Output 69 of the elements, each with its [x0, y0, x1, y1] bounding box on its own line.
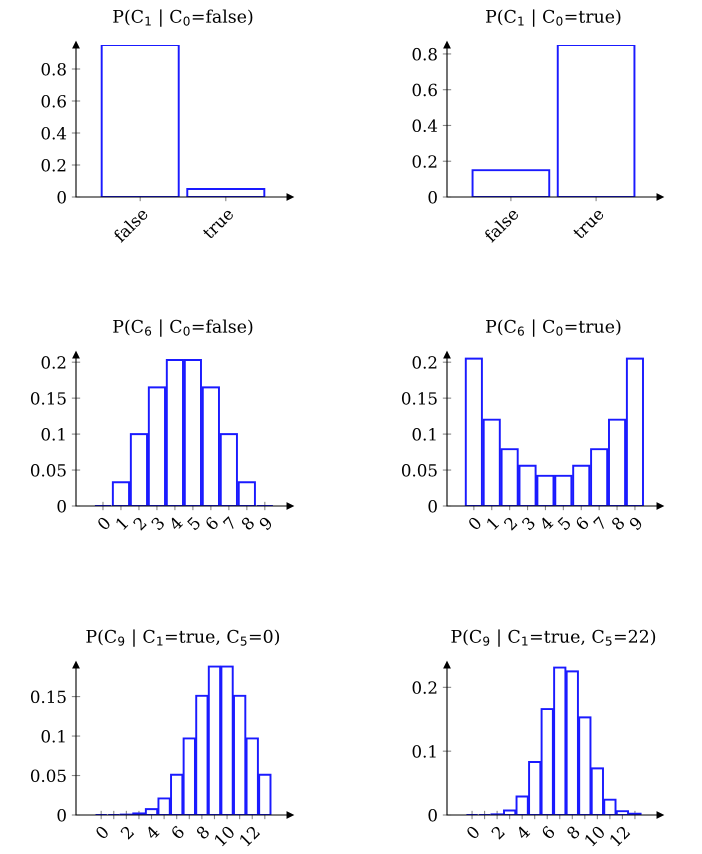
- y-tick-label: 0.2: [412, 356, 436, 369]
- x-tick-label: 12: [609, 825, 630, 847]
- y-tick-label: 0: [57, 808, 66, 822]
- x-tick-label: 2: [503, 516, 518, 531]
- y-tick-label: 0.15: [402, 392, 437, 405]
- x-tick-label: 9: [628, 516, 644, 531]
- x-tick-label: 4: [538, 516, 554, 532]
- x-tick-label: 4: [515, 824, 531, 840]
- x-tick-label: 6: [574, 516, 590, 531]
- x-tick-label: 6: [204, 516, 220, 531]
- x-tick-label: 8: [566, 825, 581, 840]
- x-tick-label: 7: [593, 516, 608, 530]
- y-tick-label: 0.05: [402, 464, 437, 477]
- y-tick-label: 0.15: [30, 392, 66, 405]
- x-tick-label: 3: [521, 516, 536, 531]
- x-tick-label: 10: [214, 825, 236, 847]
- x-tick-label: 3: [150, 516, 166, 531]
- y-tick-label: 0: [428, 808, 437, 822]
- y-tick-label: 0.2: [42, 356, 66, 369]
- x-tick-label: 8: [240, 516, 256, 531]
- y-tick-label: 0.2: [412, 681, 436, 694]
- y-tick-label: 0.2: [42, 158, 66, 172]
- y-tick-label: 0.4: [42, 126, 66, 140]
- x-tick-label: 8: [610, 516, 626, 531]
- x-tick-label: 2: [120, 825, 134, 840]
- y-tick-label: 0: [57, 190, 66, 204]
- x-tick-label: 5: [557, 516, 572, 531]
- x-tick-label: 9: [258, 516, 274, 531]
- y-tick-label: 0.8: [412, 48, 437, 61]
- x-tick-label: 1: [486, 516, 500, 530]
- x-tick-label: 0: [94, 825, 110, 840]
- y-tick-label: 0: [428, 500, 437, 513]
- x-tick-label: 0: [466, 825, 480, 840]
- x-tick-label: 1: [115, 516, 128, 530]
- x-tick-label: 5: [186, 516, 202, 531]
- x-tick-label: 0: [467, 516, 482, 531]
- y-tick-label: 0.6: [42, 94, 66, 108]
- x-tick-label: 8: [195, 825, 210, 840]
- chart-title: P(C$_{9}$ | C$_{1}$=true, C$_{5}$=0): [86, 629, 280, 647]
- y-tick-label: 0.1: [412, 428, 436, 441]
- y-tick-label: 0.1: [412, 745, 436, 758]
- y-tick-label: 0: [428, 190, 437, 204]
- y-tick-label: 0.05: [30, 464, 66, 477]
- x-tick-label: 2: [490, 825, 505, 840]
- y-tick-label: 0: [57, 500, 66, 513]
- chart-title: P(C$_{1}$ | C$_{0}$=true): [486, 9, 620, 27]
- y-tick-label: 0.1: [42, 730, 65, 743]
- chart-title: P(C$_{1}$ | C$_{0}$=false): [113, 9, 252, 27]
- x-tick-label: 2: [132, 516, 147, 531]
- x-tick-label: 6: [540, 824, 556, 840]
- x-tick-label: 4: [168, 516, 184, 532]
- x-tick-label: 10: [584, 825, 606, 847]
- y-tick-label: 0.15: [30, 690, 66, 704]
- chart-title: P(C$_{6}$ | C$_{0}$=false): [113, 319, 252, 337]
- y-tick-label: 0.6: [412, 84, 437, 96]
- chart-title: P(C$_{9}$ | C$_{1}$=true, C$_{5}$=22): [451, 629, 656, 647]
- chart-title: P(C$_{6}$ | C$_{0}$=true): [486, 319, 620, 337]
- x-tick-label: 7: [222, 516, 237, 530]
- x-tick-label: true: [572, 208, 605, 240]
- y-tick-label: 0.4: [412, 119, 438, 132]
- x-tick-label: 12: [238, 825, 260, 847]
- y-tick-label: 0.8: [42, 62, 66, 76]
- x-tick-label: 6: [170, 824, 186, 840]
- x-tick-label: 4: [144, 824, 160, 840]
- x-tick-label: true: [202, 208, 234, 240]
- x-tick-label: 0: [96, 516, 112, 531]
- y-tick-label: 0.2: [412, 155, 436, 168]
- y-tick-label: 0.1: [42, 428, 65, 441]
- y-tick-label: 0.05: [30, 769, 66, 782]
